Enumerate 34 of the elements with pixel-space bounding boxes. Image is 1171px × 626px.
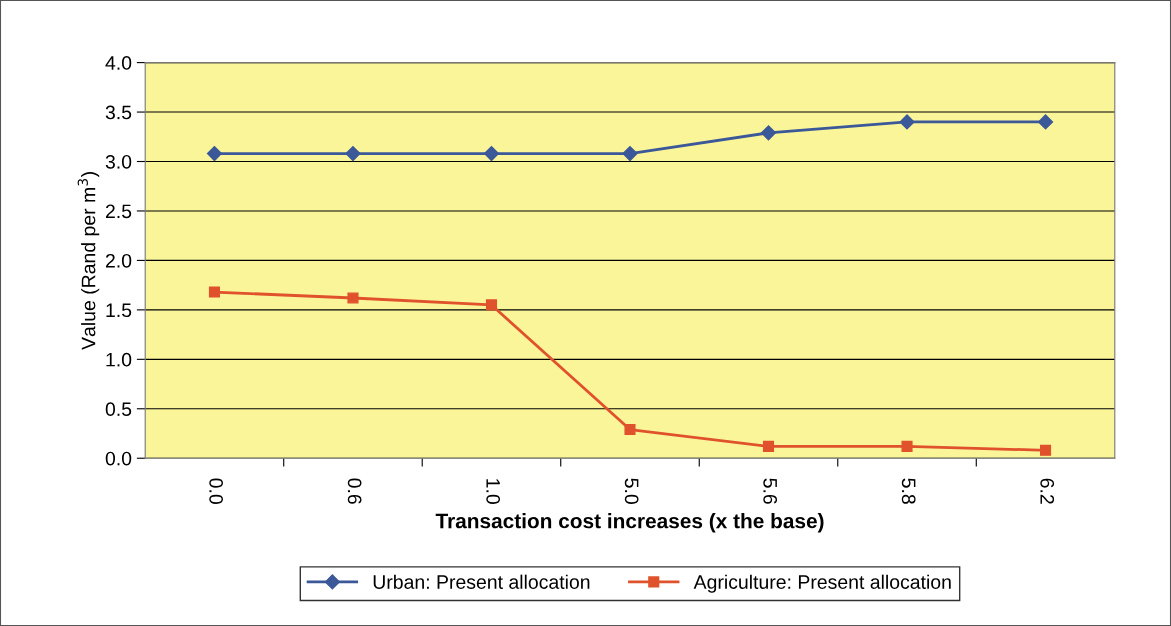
point <box>483 146 500 162</box>
y-tick-label: 0.0 <box>105 451 132 466</box>
y-tick-label: 4.0 <box>105 56 132 70</box>
y-tick-label: 3.0 <box>105 154 132 169</box>
x-tick-label: 5.0 <box>624 478 639 504</box>
point <box>901 440 913 452</box>
point <box>899 114 915 130</box>
point <box>1039 444 1052 456</box>
point <box>347 292 359 304</box>
point <box>624 423 636 436</box>
point <box>760 125 777 141</box>
point <box>208 286 221 298</box>
x-tick-label: 5.6 <box>763 478 778 504</box>
x-axis-title: Transaction cost increases (x the base) <box>435 513 824 533</box>
y-tick-label: 3.5 <box>105 105 132 120</box>
point <box>206 146 223 162</box>
point <box>1037 114 1054 130</box>
y-tick-label: 2.0 <box>105 253 132 268</box>
legend-label: Urban: Present allocation <box>373 574 590 589</box>
point <box>345 146 361 162</box>
x-tick-label: 0.6 <box>347 478 362 504</box>
legend-label: Agriculture: Present allocation <box>693 574 951 593</box>
x-tick-label: 1.0 <box>486 479 501 504</box>
y-tick-label: 1.0 <box>106 352 132 367</box>
point <box>485 299 498 311</box>
x-tick-label: 5.8 <box>901 478 916 504</box>
y-tick-label: 1.5 <box>106 303 132 318</box>
point <box>622 146 638 162</box>
x-tick-label: 0.0 <box>209 478 224 504</box>
point <box>762 440 775 452</box>
y-tick-label: 2.5 <box>105 204 132 219</box>
y-axis-title: Value (Rand per m$^{3}$) <box>77 172 100 350</box>
x-tick-label: 6.2 <box>1040 478 1055 504</box>
y-tick-label: 0.5 <box>105 402 132 417</box>
